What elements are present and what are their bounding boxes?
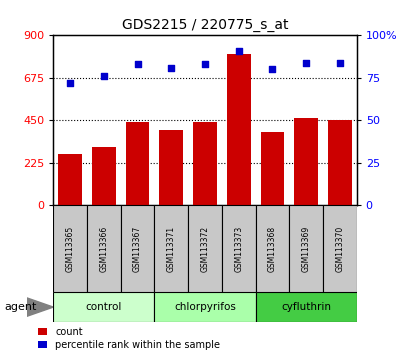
Bar <box>255 292 356 322</box>
Text: GSM113365: GSM113365 <box>65 225 74 272</box>
Text: GSM113372: GSM113372 <box>200 225 209 272</box>
Point <box>268 67 275 72</box>
Text: GDS2215 / 220775_s_at: GDS2215 / 220775_s_at <box>121 18 288 32</box>
Bar <box>92 147 115 205</box>
Point <box>336 60 342 65</box>
Bar <box>322 205 356 292</box>
Bar <box>154 292 255 322</box>
Point <box>302 60 309 65</box>
Text: GSM113367: GSM113367 <box>133 225 142 272</box>
Bar <box>53 205 87 292</box>
Point <box>168 65 174 70</box>
Text: GSM113366: GSM113366 <box>99 225 108 272</box>
Bar <box>154 205 188 292</box>
Text: GSM113369: GSM113369 <box>301 225 310 272</box>
Text: GSM113370: GSM113370 <box>335 225 344 272</box>
Text: agent: agent <box>4 302 36 312</box>
Polygon shape <box>27 298 53 316</box>
Point <box>134 62 141 67</box>
Text: control: control <box>85 302 122 312</box>
Bar <box>226 54 250 205</box>
Text: GSM113373: GSM113373 <box>234 225 243 272</box>
Text: chlorpyrifos: chlorpyrifos <box>174 302 235 312</box>
Bar <box>58 154 82 205</box>
Bar <box>255 205 289 292</box>
Bar <box>221 205 255 292</box>
Text: cyfluthrin: cyfluthrin <box>281 302 330 312</box>
Bar <box>53 292 154 322</box>
Bar <box>159 130 183 205</box>
Point <box>201 62 208 67</box>
Bar <box>188 205 221 292</box>
Bar <box>193 122 216 205</box>
Point <box>235 48 241 53</box>
Point <box>100 73 107 79</box>
Text: GSM113371: GSM113371 <box>166 225 175 272</box>
Legend: count, percentile rank within the sample: count, percentile rank within the sample <box>38 327 220 350</box>
Bar <box>87 205 120 292</box>
Bar <box>260 132 283 205</box>
Bar <box>120 205 154 292</box>
Bar <box>327 120 351 205</box>
Bar <box>294 119 317 205</box>
Point <box>67 80 73 86</box>
Bar <box>126 122 149 205</box>
Bar <box>289 205 322 292</box>
Text: GSM113368: GSM113368 <box>267 225 276 272</box>
